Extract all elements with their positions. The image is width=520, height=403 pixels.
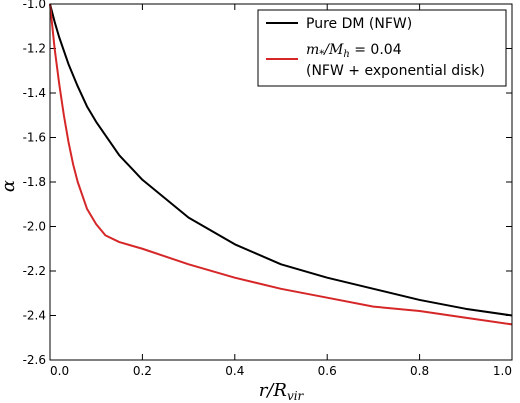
y-tick-label: -1.0 [23, 0, 46, 11]
legend-entry-disk-line2: (NFW + exponential disk) [306, 63, 485, 79]
x-tick-label: 0.4 [225, 364, 244, 378]
x-tick-label: 0.8 [410, 364, 429, 378]
series-line-1 [49, 3, 513, 317]
y-tick-label: -2.4 [23, 309, 46, 323]
legend: Pure DM (NFW) m*/Mh = 0.04 (NFW + expone… [257, 9, 507, 87]
legend-box [257, 9, 507, 87]
plot-frame [49, 3, 513, 361]
series-line-2 [49, 3, 513, 326]
x-axis-label: r/Rvir [259, 380, 305, 403]
y-tick-label: -2.2 [23, 264, 46, 278]
y-tick-label: -1.2 [23, 42, 46, 56]
y-tick-label: -2.6 [23, 353, 46, 367]
y-axis-label: α [0, 180, 19, 192]
y-tick-label: -1.4 [23, 86, 46, 100]
y-axis-ticks: -1.0 -1.2 -1.4 -1.6 -1.8 -2.0 -2.2 -2.4 -2.6 [23, 0, 512, 367]
series-layer [49, 3, 513, 326]
legend-entry-pure-dm: Pure DM (NFW) [306, 16, 412, 32]
y-tick-label: -1.6 [23, 131, 46, 145]
x-tick-label: 0.6 [318, 364, 337, 378]
x-tick-label: 0.0 [50, 364, 69, 378]
x-axis-label-main: r/R [259, 380, 287, 401]
y-tick-label: -1.8 [23, 175, 46, 189]
x-tick-label: 1.0 [493, 364, 512, 378]
x-axis-ticks: 0.0 0.2 0.4 0.6 0.8 1.0 [49, 4, 513, 378]
x-axis-label-sub: vir [287, 389, 305, 403]
x-tick-label: 0.2 [133, 364, 152, 378]
legend-entry-disk: m*/Mh = 0.04 [306, 42, 402, 60]
y-tick-label: -2.0 [23, 220, 46, 234]
